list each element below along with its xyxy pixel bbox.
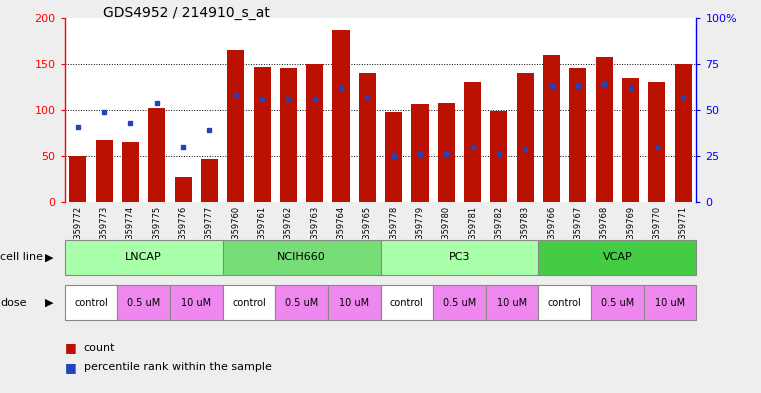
Text: GSM1359783: GSM1359783 xyxy=(521,206,530,262)
Bar xyxy=(328,285,380,320)
Bar xyxy=(201,159,218,202)
Bar xyxy=(223,240,380,275)
Bar xyxy=(170,285,223,320)
Text: 0.5 uM: 0.5 uM xyxy=(443,298,476,308)
Bar xyxy=(622,78,639,202)
Bar xyxy=(333,30,349,202)
Bar xyxy=(486,285,539,320)
Text: control: control xyxy=(232,298,266,308)
Text: GSM1359775: GSM1359775 xyxy=(152,206,161,262)
Text: GSM1359768: GSM1359768 xyxy=(600,206,609,262)
Text: 10 uM: 10 uM xyxy=(655,298,685,308)
Text: GSM1359777: GSM1359777 xyxy=(205,206,214,262)
Text: GDS4952 / 214910_s_at: GDS4952 / 214910_s_at xyxy=(103,6,269,20)
Bar xyxy=(385,112,403,202)
Text: 0.5 uM: 0.5 uM xyxy=(127,298,161,308)
Text: GSM1359762: GSM1359762 xyxy=(284,206,293,262)
Text: control: control xyxy=(74,298,108,308)
Bar xyxy=(65,285,117,320)
Text: PC3: PC3 xyxy=(449,252,470,263)
Bar xyxy=(253,67,271,202)
Bar xyxy=(569,68,587,202)
Text: cell line: cell line xyxy=(0,252,43,263)
Text: GSM1359760: GSM1359760 xyxy=(231,206,240,262)
Bar xyxy=(117,285,170,320)
Text: 10 uM: 10 uM xyxy=(181,298,212,308)
Bar xyxy=(438,103,455,202)
Bar xyxy=(380,240,539,275)
Text: 0.5 uM: 0.5 uM xyxy=(285,298,318,308)
Bar xyxy=(96,140,113,202)
Bar xyxy=(275,285,328,320)
Text: control: control xyxy=(390,298,424,308)
Bar xyxy=(122,142,139,202)
Text: GSM1359776: GSM1359776 xyxy=(179,206,188,262)
Text: GSM1359769: GSM1359769 xyxy=(626,206,635,262)
Text: GSM1359780: GSM1359780 xyxy=(442,206,451,262)
Bar xyxy=(228,50,244,202)
Text: control: control xyxy=(548,298,581,308)
Bar xyxy=(539,285,591,320)
Text: percentile rank within the sample: percentile rank within the sample xyxy=(84,362,272,373)
Text: GSM1359781: GSM1359781 xyxy=(468,206,477,262)
Text: GSM1359774: GSM1359774 xyxy=(126,206,135,262)
Text: NCIH660: NCIH660 xyxy=(277,252,326,263)
Bar xyxy=(648,82,665,202)
Text: GSM1359779: GSM1359779 xyxy=(416,206,425,262)
Text: GSM1359772: GSM1359772 xyxy=(73,206,82,262)
Bar xyxy=(412,105,428,202)
Text: GSM1359767: GSM1359767 xyxy=(573,206,582,262)
Text: GSM1359763: GSM1359763 xyxy=(310,206,319,262)
Bar xyxy=(174,176,192,202)
Text: GSM1359782: GSM1359782 xyxy=(495,206,504,262)
Bar xyxy=(358,73,376,202)
Bar xyxy=(674,64,692,202)
Bar xyxy=(644,285,696,320)
Bar xyxy=(306,64,323,202)
Text: GSM1359778: GSM1359778 xyxy=(389,206,398,262)
Bar xyxy=(490,111,508,202)
Bar xyxy=(464,82,481,202)
Bar xyxy=(148,108,165,202)
Bar xyxy=(539,240,696,275)
Text: GSM1359770: GSM1359770 xyxy=(652,206,661,262)
Text: dose: dose xyxy=(0,298,27,308)
Bar xyxy=(65,240,223,275)
Bar xyxy=(280,68,297,202)
Text: GSM1359771: GSM1359771 xyxy=(679,206,688,262)
Text: ■: ■ xyxy=(65,341,76,354)
Text: 0.5 uM: 0.5 uM xyxy=(600,298,634,308)
Text: GSM1359766: GSM1359766 xyxy=(547,206,556,262)
Text: GSM1359761: GSM1359761 xyxy=(257,206,266,262)
Bar xyxy=(380,285,433,320)
Bar xyxy=(69,156,87,202)
Text: GSM1359765: GSM1359765 xyxy=(363,206,372,262)
Text: ▶: ▶ xyxy=(45,298,53,308)
Text: LNCAP: LNCAP xyxy=(126,252,162,263)
Text: GSM1359764: GSM1359764 xyxy=(336,206,345,262)
Text: VCAP: VCAP xyxy=(603,252,632,263)
Text: ■: ■ xyxy=(65,361,76,374)
Bar xyxy=(596,57,613,202)
Text: 10 uM: 10 uM xyxy=(497,298,527,308)
Bar xyxy=(517,73,533,202)
Bar xyxy=(543,55,560,202)
Bar xyxy=(223,285,275,320)
Bar xyxy=(591,285,644,320)
Text: ▶: ▶ xyxy=(45,252,53,263)
Text: GSM1359773: GSM1359773 xyxy=(100,206,109,262)
Text: count: count xyxy=(84,343,115,353)
Bar xyxy=(433,285,486,320)
Text: 10 uM: 10 uM xyxy=(339,298,369,308)
